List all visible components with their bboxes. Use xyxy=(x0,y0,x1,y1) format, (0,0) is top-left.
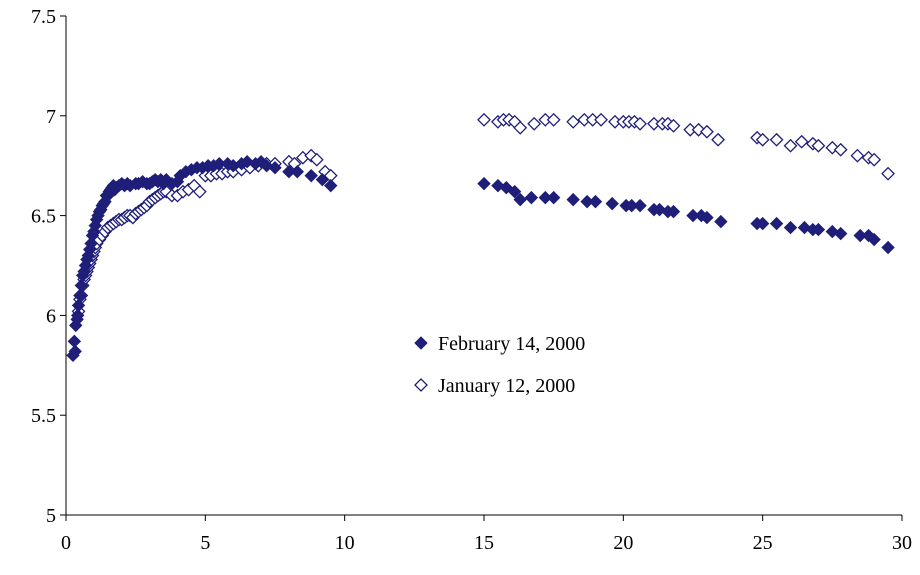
y-tick-label: 6 xyxy=(46,305,56,327)
data-point xyxy=(566,114,581,129)
data-point xyxy=(755,216,770,231)
data-point xyxy=(70,308,85,323)
data-point xyxy=(68,344,82,359)
data-point xyxy=(755,132,770,147)
data-point xyxy=(546,190,561,205)
x-ticks: 0 5 10 15 20 25 30 xyxy=(61,515,912,554)
data-point xyxy=(71,298,86,313)
data-point xyxy=(783,138,798,153)
data-point xyxy=(605,196,619,211)
data-point xyxy=(290,164,305,179)
data-point xyxy=(783,220,798,235)
data-point xyxy=(324,178,338,193)
x-tick-label: 10 xyxy=(335,532,355,554)
data-point xyxy=(546,112,561,127)
y-tick-label: 6.5 xyxy=(31,206,56,228)
data-point xyxy=(633,198,647,213)
data-point xyxy=(73,288,87,303)
y-ticks: 5 5.5 6 6.5 7 7.5 xyxy=(31,6,66,527)
data-point xyxy=(527,116,542,131)
legend-marker-hollow-diamond xyxy=(414,378,428,392)
legend-label: January 12, 2000 xyxy=(438,375,575,397)
axes: 55.566.577.5 0 5 10 15 20 25 30 xyxy=(31,6,912,554)
data-point xyxy=(811,222,826,237)
x-tick-label: 25 xyxy=(753,532,773,554)
x-tick-label: 30 xyxy=(892,532,912,554)
legend: February 14, 2000 January 12, 2000 xyxy=(414,333,585,397)
x-tick-label: 5 xyxy=(200,532,210,554)
data-point xyxy=(850,148,865,163)
legend-label: February 14, 2000 xyxy=(438,333,585,355)
data-point xyxy=(192,184,207,199)
data-point xyxy=(594,112,608,127)
data-point xyxy=(309,152,324,167)
data-point xyxy=(524,190,539,205)
data-point xyxy=(304,148,319,163)
data-point xyxy=(513,192,527,207)
data-point xyxy=(833,226,848,241)
data-point xyxy=(666,118,681,133)
legend-item-jan: January 12, 2000 xyxy=(414,375,575,397)
data-point xyxy=(588,194,603,209)
data-point xyxy=(797,220,812,235)
x-tick-label: 15 xyxy=(474,532,494,554)
data-point xyxy=(794,134,809,149)
data-point xyxy=(507,184,522,199)
data-point xyxy=(700,210,714,225)
data-point xyxy=(881,240,895,255)
data-point xyxy=(711,132,725,147)
data-point xyxy=(666,204,681,219)
legend-item-feb: February 14, 2000 xyxy=(414,333,585,355)
data-point xyxy=(513,120,528,135)
data-point xyxy=(714,214,728,229)
x-tick-label: 0 xyxy=(61,532,71,554)
data-point xyxy=(867,232,881,247)
legend-marker-filled-diamond xyxy=(414,336,428,350)
data-point xyxy=(315,172,330,187)
y-tick-label: 5.5 xyxy=(31,405,56,427)
y-tick-label: 7 xyxy=(46,106,56,128)
series-layer xyxy=(66,112,895,363)
y-tick-label: 7.5 xyxy=(31,6,56,28)
data-point xyxy=(833,142,848,157)
series-february-14-2000 xyxy=(66,155,895,363)
data-point xyxy=(811,138,826,153)
data-point xyxy=(268,160,282,175)
data-point xyxy=(769,216,784,231)
series-january-12-2000 xyxy=(71,112,895,319)
x-tick-label: 20 xyxy=(613,532,633,554)
data-point xyxy=(566,192,580,207)
data-point xyxy=(867,152,882,167)
data-point xyxy=(477,176,491,191)
y-tick-label: 5 xyxy=(46,505,56,527)
data-point xyxy=(881,166,895,181)
data-point xyxy=(700,124,714,139)
data-point xyxy=(254,155,268,169)
data-point xyxy=(477,112,491,127)
data-point xyxy=(304,168,318,183)
data-point xyxy=(769,132,784,147)
data-point xyxy=(633,116,647,131)
data-point xyxy=(74,278,89,293)
